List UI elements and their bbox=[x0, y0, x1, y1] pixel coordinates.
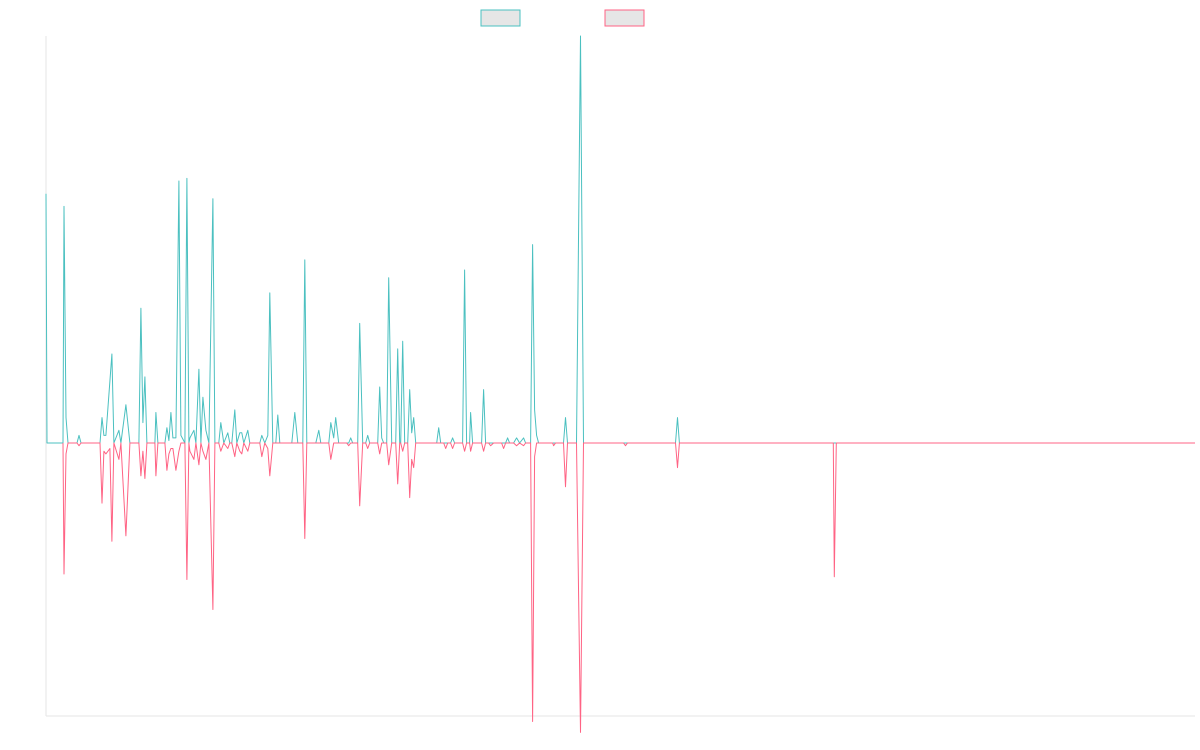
series-line-1 bbox=[45, 35, 1195, 444]
legend-swatch-1[interactable] bbox=[480, 9, 521, 27]
series-layer bbox=[45, 35, 1195, 733]
series-line-2 bbox=[62, 442, 1195, 733]
legend[interactable] bbox=[480, 9, 645, 27]
axes bbox=[45, 36, 1195, 717]
legend-swatch-2[interactable] bbox=[604, 9, 645, 27]
